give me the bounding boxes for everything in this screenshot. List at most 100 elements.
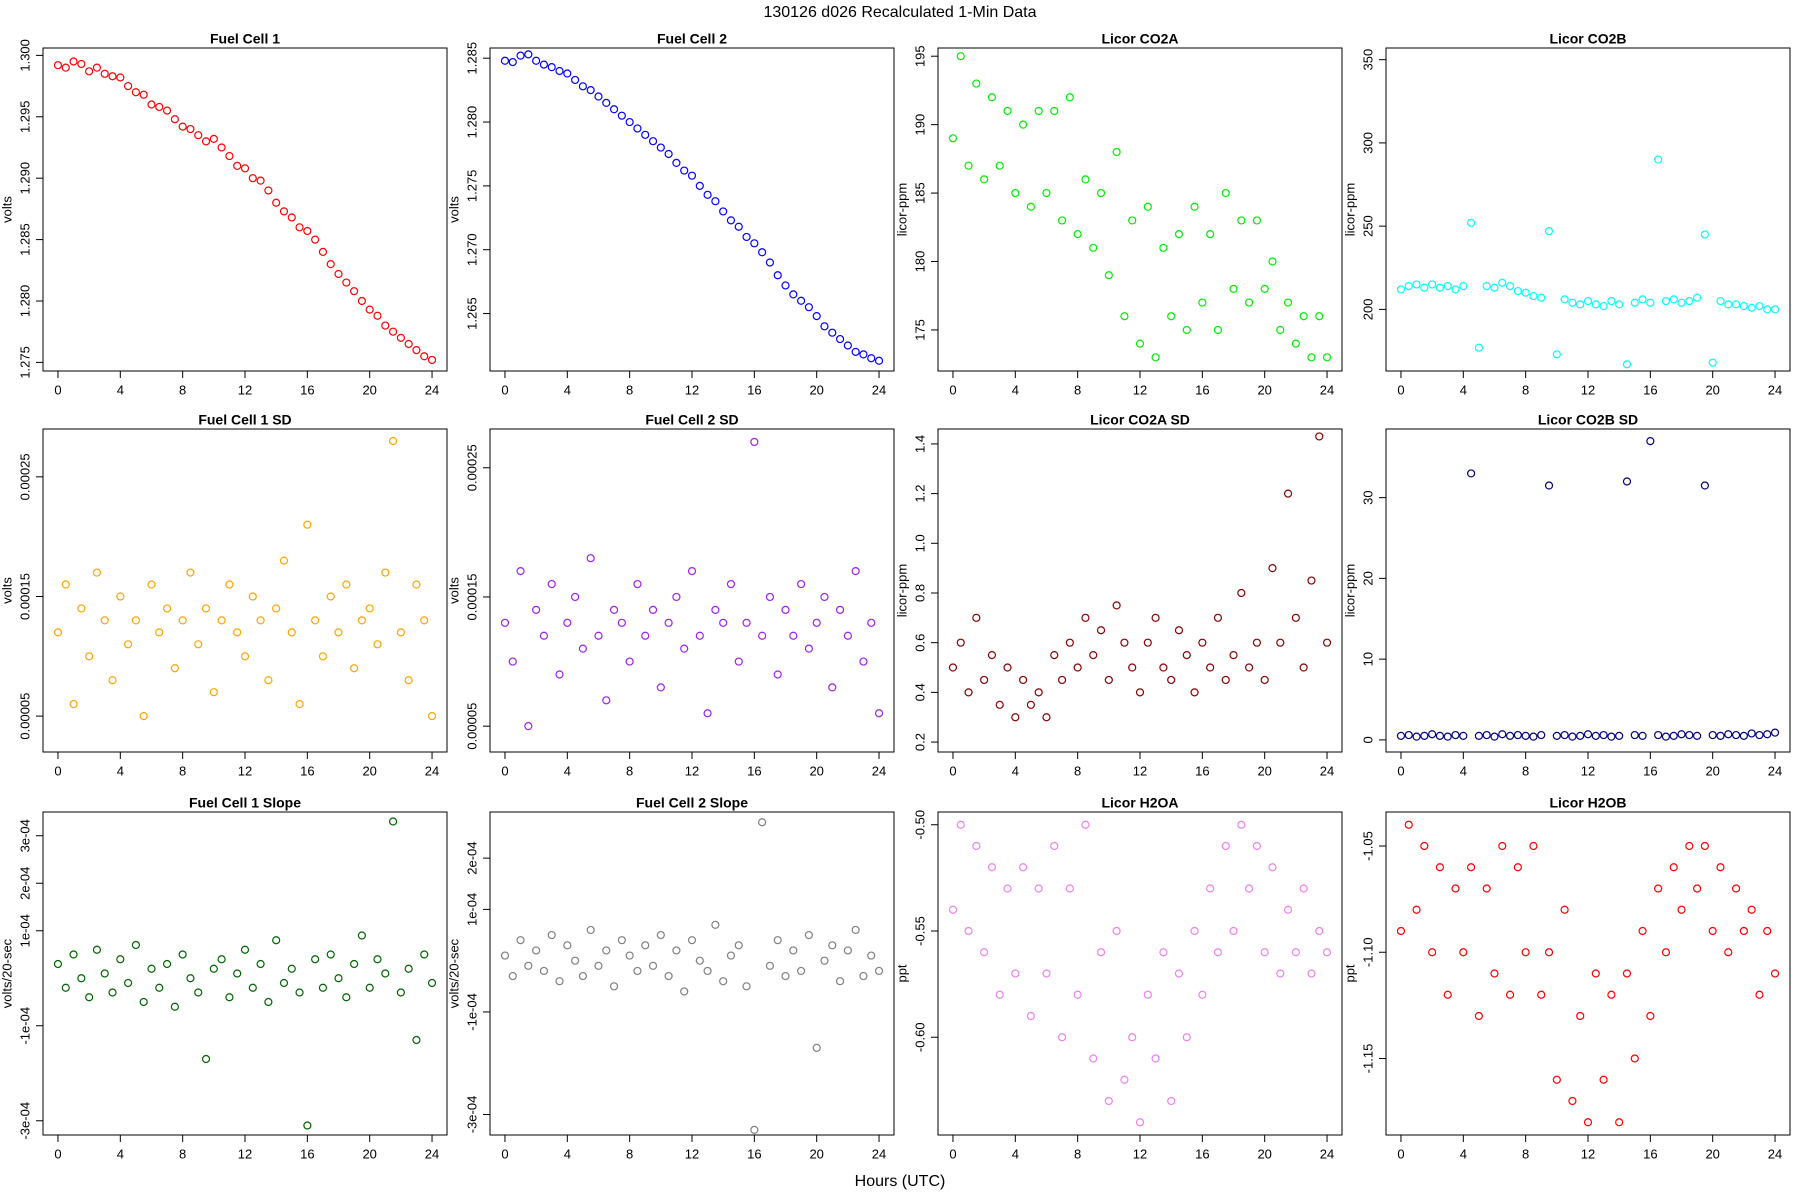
data-point (1167, 675, 1176, 685)
data-point (812, 1043, 821, 1052)
data-point (1467, 469, 1476, 478)
data-point (1654, 155, 1663, 164)
data-point (1396, 731, 1406, 740)
data-point (995, 700, 1004, 709)
panel: Licor CO2B licor-ppm 0 4 8 12 16 20 24 200 250 300 3… (1342, 31, 1791, 397)
data-point (1011, 188, 1020, 198)
data-point (1081, 820, 1090, 829)
data-point (100, 616, 109, 625)
data-point (357, 296, 366, 306)
data-point (586, 86, 595, 95)
data-point (1521, 731, 1530, 740)
data-point (594, 92, 603, 101)
data-point (1661, 296, 1671, 306)
x-tick-label: 0 (949, 763, 956, 778)
data-point (194, 131, 203, 140)
x-tick-label: 12 (238, 382, 252, 397)
data-point (1685, 730, 1694, 740)
data-point (1019, 120, 1028, 129)
data-point (672, 946, 681, 955)
data-point (178, 122, 187, 131)
data-point (1159, 663, 1168, 672)
data-point (1724, 300, 1733, 309)
x-tick-label: 4 (1012, 763, 1019, 778)
y-tick-label: 2e-04 (464, 842, 479, 875)
data-point (641, 130, 650, 139)
y-axis-label: licor-ppm (894, 183, 909, 236)
data-point (633, 579, 642, 589)
data-point (1003, 106, 1012, 116)
x-tick-label: 16 (300, 1146, 314, 1161)
data-point (1120, 312, 1129, 321)
data-point (147, 100, 156, 109)
data-point (1299, 663, 1308, 672)
y-tick-label: 1.295 (17, 101, 32, 134)
data-point (804, 644, 813, 653)
x-tick-label: 20 (1257, 1146, 1271, 1161)
data-point (726, 951, 736, 960)
data-point (1237, 216, 1246, 225)
data-point (602, 696, 611, 705)
x-tick-label: 12 (1133, 763, 1147, 778)
data-point (1003, 663, 1012, 672)
data-point (1459, 731, 1468, 740)
y-tick-label: 10 (1360, 652, 1375, 666)
data-point (233, 628, 242, 637)
x-tick-label: 12 (1581, 382, 1595, 397)
data-point (1182, 325, 1191, 335)
data-point (828, 683, 837, 692)
data-point (1599, 730, 1608, 740)
data-point (1677, 730, 1686, 739)
data-point (1435, 731, 1445, 740)
data-point (77, 604, 86, 613)
x-tick-label: 4 (1460, 382, 1467, 397)
data-point (609, 605, 619, 614)
data-point (53, 61, 63, 70)
data-point (1073, 990, 1082, 999)
x-axis-label: Hours (UTC) (855, 1173, 946, 1190)
data-point (734, 941, 743, 950)
data-point (92, 568, 102, 577)
data-point (758, 631, 767, 640)
data-point (1019, 863, 1028, 872)
data-point (1026, 1011, 1035, 1021)
data-point (155, 983, 164, 992)
panel-title: Fuel Cell 1 SD (198, 412, 291, 428)
data-point (1459, 281, 1468, 291)
data-point (1268, 564, 1277, 573)
y-tick-label: 1.270 (464, 233, 479, 266)
data-point (1073, 230, 1082, 239)
x-tick-label: 8 (1074, 382, 1081, 397)
data-point (248, 983, 257, 992)
data-point (1677, 905, 1686, 914)
data-point (1213, 325, 1223, 335)
data-point (170, 1002, 179, 1011)
data-point (500, 618, 510, 627)
data-point (334, 974, 343, 983)
y-tick-label: 1.300 (17, 39, 32, 72)
data-point (804, 930, 813, 940)
x-tick-label: 12 (1133, 382, 1147, 397)
data-point (1190, 202, 1199, 211)
x-tick-label: 0 (501, 382, 508, 397)
data-point (547, 579, 556, 589)
y-axis-label: volts/20-sec (446, 938, 461, 1008)
data-point (1206, 230, 1215, 239)
data-point (734, 657, 743, 666)
data-point (1291, 613, 1300, 622)
data-point (1646, 1011, 1655, 1021)
data-point (1685, 296, 1694, 306)
data-point (555, 670, 564, 679)
data-point (1159, 948, 1168, 957)
data-point (711, 920, 720, 929)
data-point (1544, 948, 1554, 957)
data-point (1576, 300, 1585, 309)
data-point (1276, 969, 1285, 978)
data-point (524, 961, 533, 970)
x-tick-label: 4 (117, 1146, 124, 1161)
data-point (1190, 688, 1199, 697)
data-point (264, 676, 273, 685)
x-tick-label: 20 (362, 382, 376, 397)
data-point (586, 925, 595, 935)
data-point (334, 628, 343, 637)
